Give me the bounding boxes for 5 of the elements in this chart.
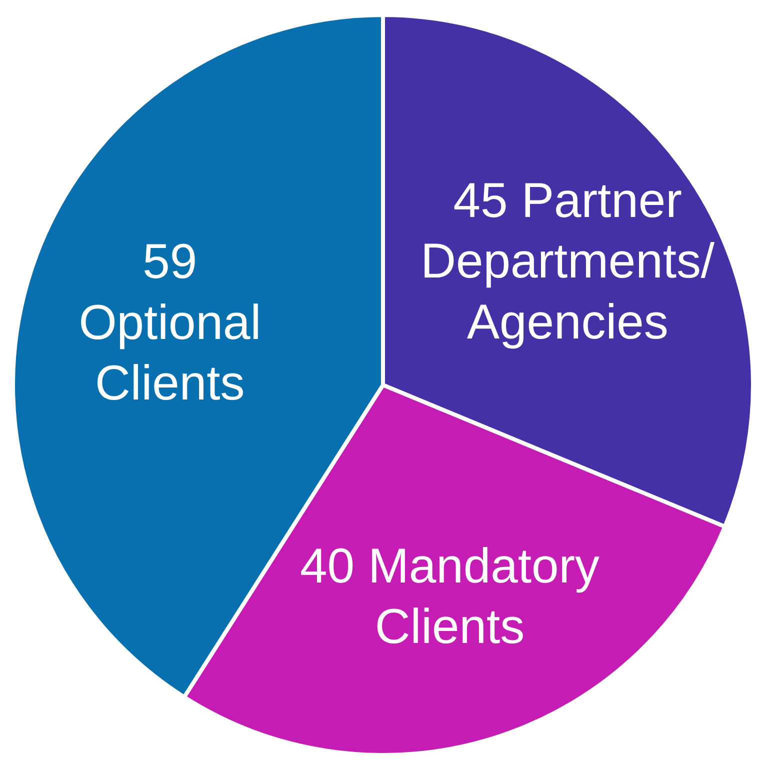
data-label: 59 [142, 235, 198, 290]
slice-label: Optional Clients [78, 296, 262, 411]
data-label: 45 [453, 174, 508, 228]
slice-label: Mandatory Clients [368, 539, 600, 654]
data-label: 40 [300, 539, 355, 594]
